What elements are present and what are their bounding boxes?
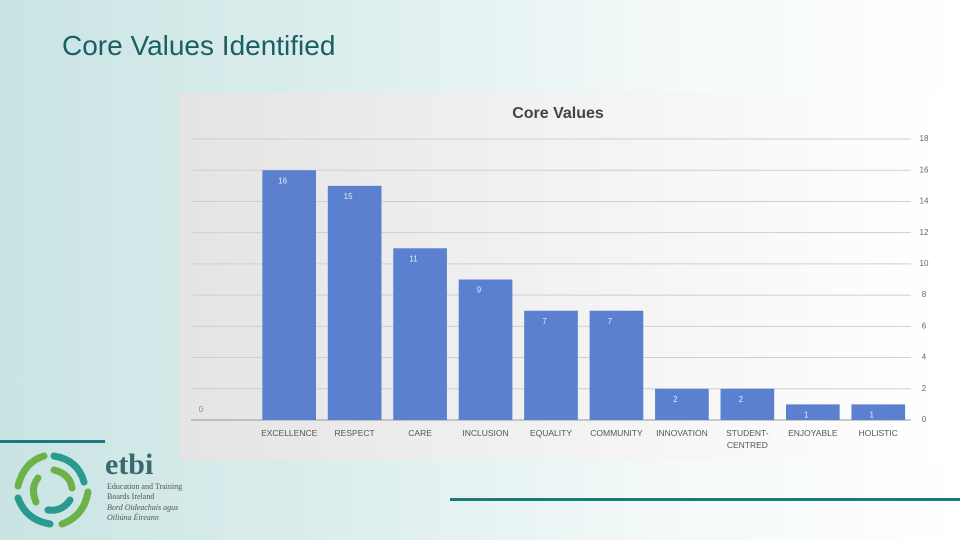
y-tick-label: 14 xyxy=(920,197,929,206)
bar xyxy=(785,404,840,420)
data-label: 2 xyxy=(739,395,744,404)
bar xyxy=(720,388,775,420)
logo-mark xyxy=(14,452,92,528)
x-tick-label: ENJOYABLE xyxy=(788,428,838,438)
logo-name: etbi xyxy=(105,448,154,481)
data-label: 11 xyxy=(409,254,418,263)
data-label: 2 xyxy=(673,395,678,404)
y-tick-label: 18 xyxy=(920,134,929,143)
y-tick-label: 8 xyxy=(922,290,927,299)
x-tick-label: HOLISTIC xyxy=(858,428,898,438)
y-tick-label: 16 xyxy=(920,165,929,174)
x-tick-label: RESPECT xyxy=(334,428,375,438)
y-tick-label: 12 xyxy=(920,228,929,237)
slide-title: Core Values Identified xyxy=(62,30,336,61)
accent-line xyxy=(450,498,960,501)
y-tick-label: 10 xyxy=(920,259,929,268)
x-tick-label: STUDENT-CENTRED xyxy=(726,428,769,450)
data-label: 9 xyxy=(477,286,482,295)
data-label: 7 xyxy=(608,317,613,326)
data-label: 1 xyxy=(870,410,875,419)
logo-text: Boards Ireland xyxy=(107,492,155,501)
x-tick-label: EQUALITY xyxy=(529,428,573,438)
accent-line xyxy=(0,440,105,443)
data-label: 15 xyxy=(344,192,353,201)
x-tick-label: INCLUSION xyxy=(462,428,509,438)
chart-area: Core Values 0 2 4 6 8 10 12 14 16 18 0 16 15 11 9 7 7 2 2 1… xyxy=(180,93,937,460)
bar xyxy=(458,279,513,420)
bar xyxy=(851,404,906,420)
bar xyxy=(262,170,317,420)
x-tick-label: CARE xyxy=(408,428,432,438)
y-tick-label: 4 xyxy=(922,353,927,362)
bar xyxy=(589,310,644,420)
bar xyxy=(655,388,709,420)
x-tick-label: INNOVATION xyxy=(656,428,708,438)
data-label: 0 xyxy=(199,405,204,414)
x-tick-label: EXCELLENCE xyxy=(261,428,318,438)
data-label: 16 xyxy=(278,176,287,185)
bar xyxy=(327,185,382,420)
y-tick-label: 0 xyxy=(922,415,927,424)
data-label: 7 xyxy=(542,317,547,326)
logo-text: Oiliúna Éireann xyxy=(107,513,159,522)
x-tick-label: COMMUNITY xyxy=(590,428,643,438)
logo-text: Education and Training xyxy=(107,482,183,491)
chart-title: Core Values xyxy=(512,105,604,122)
bar xyxy=(393,248,447,420)
data-label: 1 xyxy=(804,410,809,419)
bar xyxy=(524,310,578,420)
logo-text: Bord Oideachais agus xyxy=(107,503,179,512)
y-tick-label: 6 xyxy=(922,321,927,330)
y-tick-label: 2 xyxy=(922,384,927,393)
